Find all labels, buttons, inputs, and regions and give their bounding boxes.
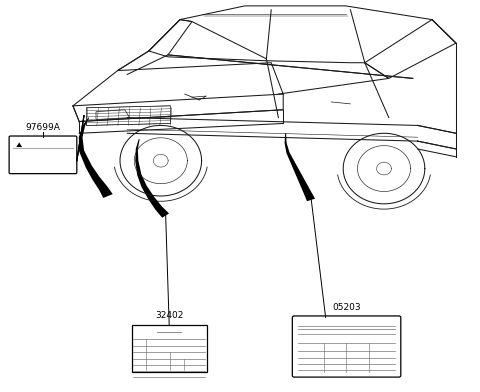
Text: 97699A: 97699A bbox=[25, 123, 60, 132]
Polygon shape bbox=[285, 133, 315, 201]
Text: 32402: 32402 bbox=[155, 311, 183, 320]
Text: 05203: 05203 bbox=[332, 303, 361, 312]
Polygon shape bbox=[16, 142, 22, 147]
Polygon shape bbox=[135, 139, 169, 218]
Bar bbox=[132, 325, 207, 372]
Polygon shape bbox=[79, 118, 113, 198]
